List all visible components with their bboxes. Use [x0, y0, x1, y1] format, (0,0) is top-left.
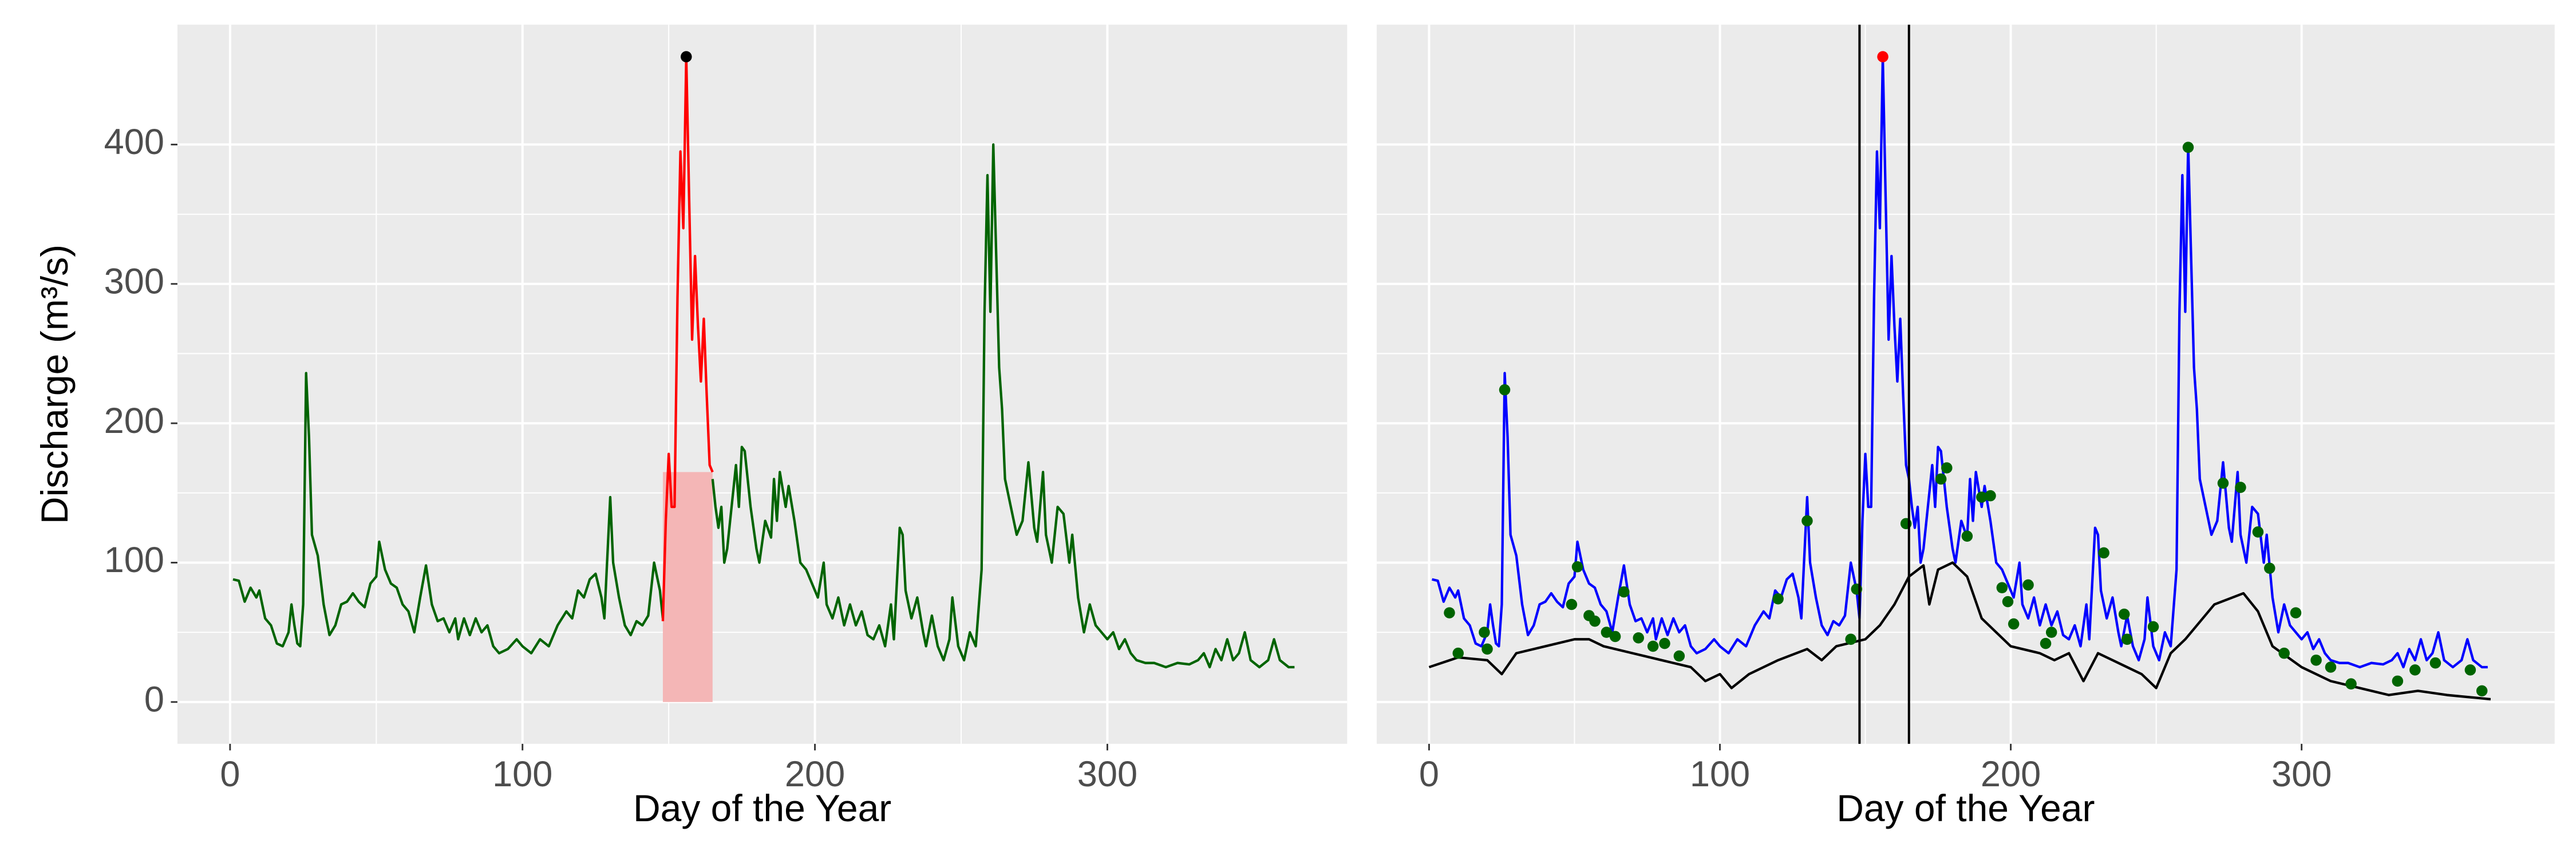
x-tick-label: 0: [1419, 754, 1439, 794]
peak-point: [1801, 515, 1813, 527]
peak-point: [1659, 637, 1670, 649]
series-line: [1432, 55, 2488, 669]
x-tick-label: 300: [1077, 754, 1137, 794]
highlight-area: [662, 472, 713, 702]
peak-point: [1961, 530, 1973, 542]
peak-point: [1589, 615, 1601, 627]
peak-point: [2002, 596, 2014, 608]
peak-point: [2045, 626, 2057, 638]
peak-point: [1566, 598, 1578, 610]
peak-point: [1647, 640, 1659, 652]
x-tick-label: 300: [2271, 754, 2332, 794]
peak-point: [2264, 562, 2275, 574]
peak-point: [1996, 582, 2008, 594]
peak-point: [2040, 637, 2052, 649]
peak-point: [1877, 51, 1888, 62]
x-axis-title: Day of the Year: [1836, 787, 2095, 829]
series-line: [661, 55, 714, 621]
peak-point: [2429, 657, 2441, 669]
peak-point: [1618, 586, 1630, 598]
x-tick-label: 100: [492, 754, 552, 794]
x-tick-label: 200: [785, 754, 845, 794]
peak-point: [2182, 141, 2194, 153]
y-tick-label: 100: [104, 540, 164, 580]
peak-point: [2290, 607, 2302, 618]
peak-point: [2147, 621, 2159, 633]
series-line: [232, 143, 1295, 669]
peak-point: [2476, 685, 2488, 697]
y-axis-title: Discharge (m³/s): [33, 245, 76, 524]
peak-point: [2022, 579, 2034, 591]
peak-point: [2464, 664, 2476, 676]
peak-point: [2121, 633, 2133, 645]
y-tick-label: 0: [144, 680, 164, 720]
peak-point: [2345, 678, 2357, 689]
peak-point: [2278, 647, 2290, 659]
plot-background: [177, 25, 1348, 744]
peak-point: [1444, 607, 1455, 618]
x-tick-label: 0: [220, 754, 240, 794]
peak-point: [1479, 626, 1490, 638]
peak-point: [1481, 643, 1493, 655]
peak-point: [1941, 462, 1953, 474]
peak-point: [2310, 655, 2322, 666]
peak-point: [2409, 664, 2421, 676]
y-tick-label: 300: [104, 261, 164, 301]
peak-point: [1673, 650, 1685, 662]
peak-point: [1601, 626, 1613, 638]
peak-point: [1571, 561, 1583, 573]
peak-point: [2325, 661, 2337, 673]
peak-point: [1633, 632, 1645, 644]
peak-point: [2098, 547, 2109, 559]
y-tick-label: 200: [104, 401, 164, 441]
peak-point: [1772, 593, 1784, 605]
peak-point: [2118, 608, 2130, 620]
peak-point: [1609, 631, 1621, 643]
peak-point: [2252, 526, 2264, 538]
x-tick-label: 100: [1690, 754, 1750, 794]
peak-point: [1935, 473, 1947, 485]
y-tick-label: 400: [104, 122, 164, 162]
plot-background: [1376, 25, 2555, 744]
series-line: [1428, 561, 2491, 701]
peak-point: [1976, 491, 1988, 503]
peak-point: [681, 51, 692, 62]
peak-point: [2392, 675, 2404, 687]
peak-point: [2217, 477, 2229, 489]
peak-point: [1499, 384, 1511, 396]
peak-point: [1845, 633, 1856, 645]
x-axis-title: Day of the Year: [633, 787, 891, 829]
peak-point: [1985, 490, 1996, 502]
peak-point: [2008, 618, 2020, 630]
peak-point: [2235, 482, 2246, 493]
peak-point: [1452, 647, 1464, 659]
x-tick-label: 200: [1981, 754, 2041, 794]
